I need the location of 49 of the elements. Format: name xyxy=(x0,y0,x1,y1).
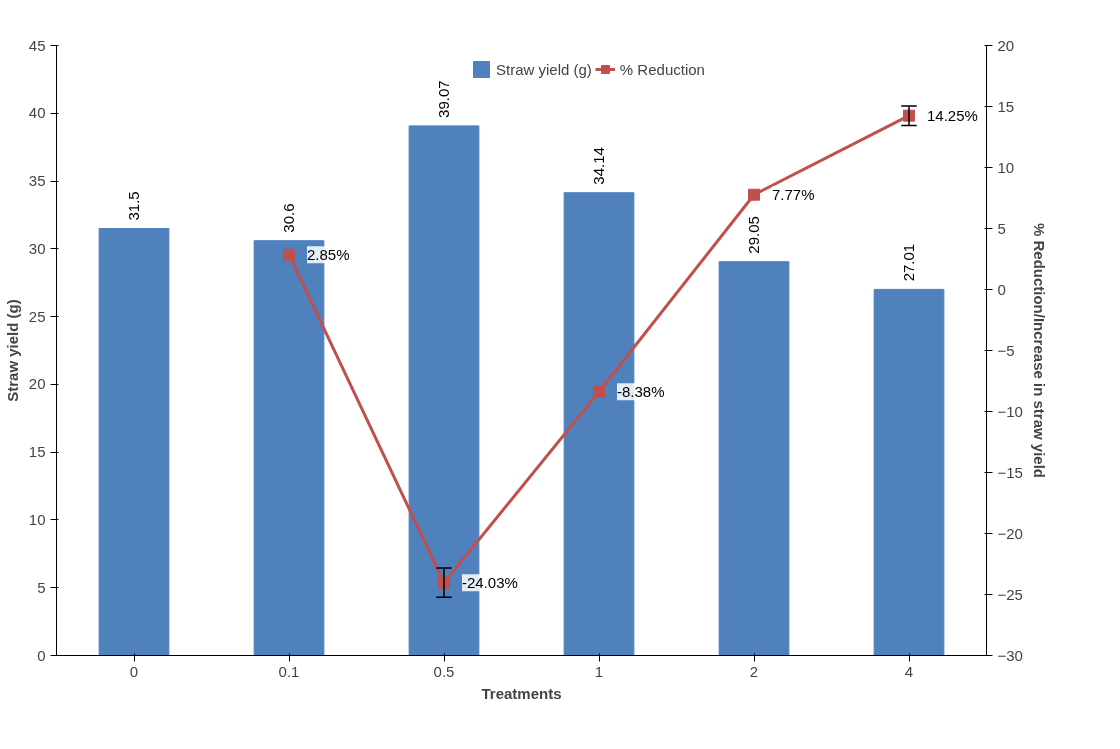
data-label: 31.5 xyxy=(125,191,142,221)
y2-tick-label: 5 xyxy=(997,219,1006,237)
y2-tick-label: −10 xyxy=(997,402,1023,420)
y2-tick-label: 10 xyxy=(997,158,1015,176)
y-tick-label: 40 xyxy=(28,104,46,122)
y-tick-label: 15 xyxy=(28,443,46,461)
data-label: 2.85% xyxy=(307,246,350,264)
data-label: -8.38% xyxy=(617,383,665,401)
data-label: -24.03% xyxy=(462,574,518,592)
y2-tick-label: −25 xyxy=(997,585,1023,603)
data-label: 14.25% xyxy=(927,107,978,125)
point xyxy=(283,248,295,261)
y-tick-label: 0 xyxy=(37,646,46,664)
y-tick-label: 30 xyxy=(28,239,46,257)
data-label: 7.77% xyxy=(772,186,815,204)
bar xyxy=(873,288,945,656)
y2-tick-label: 0 xyxy=(997,280,1006,298)
y-tick-label: 45 xyxy=(28,36,46,54)
data-label: 34.14 xyxy=(590,147,607,185)
y-tick-label: 10 xyxy=(28,510,46,528)
y2-tick-label: −20 xyxy=(997,524,1023,542)
x-tick-label: 0 xyxy=(129,662,139,680)
point xyxy=(748,188,760,201)
y2-axis-title: % Reduction/Increase in straw yield xyxy=(1030,222,1048,479)
y-axis-title: Straw yield (g) xyxy=(3,299,21,402)
x-tick-label: 2 xyxy=(749,662,759,680)
y2-tick-label: −5 xyxy=(997,341,1015,359)
legend-label: Straw yield (g) xyxy=(496,60,592,78)
x-tick-label: 0.1 xyxy=(278,662,300,680)
data-label: 39.07 xyxy=(435,80,452,118)
x-tick-label: 1 xyxy=(594,662,604,680)
bar xyxy=(718,261,790,656)
y-tick-label: 5 xyxy=(37,578,46,596)
x-tick-label: 4 xyxy=(904,662,914,680)
point xyxy=(593,385,605,398)
data-label: 27.01 xyxy=(900,243,917,282)
y-tick-label: 20 xyxy=(28,375,46,393)
y-tick-label: 25 xyxy=(28,307,46,325)
y2-tick-label: −30 xyxy=(997,646,1023,664)
data-label: 29.05 xyxy=(745,216,762,254)
y2-tick-label: 15 xyxy=(997,97,1015,115)
y2-tick-label: −15 xyxy=(997,463,1023,481)
y2-tick-label: 20 xyxy=(997,36,1015,54)
bar xyxy=(98,228,170,656)
x-tick-label: 0.5 xyxy=(433,662,455,680)
x-axis-title: Treatments xyxy=(481,684,562,702)
data-label: 30.6 xyxy=(280,203,297,233)
legend-label: % Reduction xyxy=(619,60,705,78)
y-tick-label: 35 xyxy=(28,172,46,190)
